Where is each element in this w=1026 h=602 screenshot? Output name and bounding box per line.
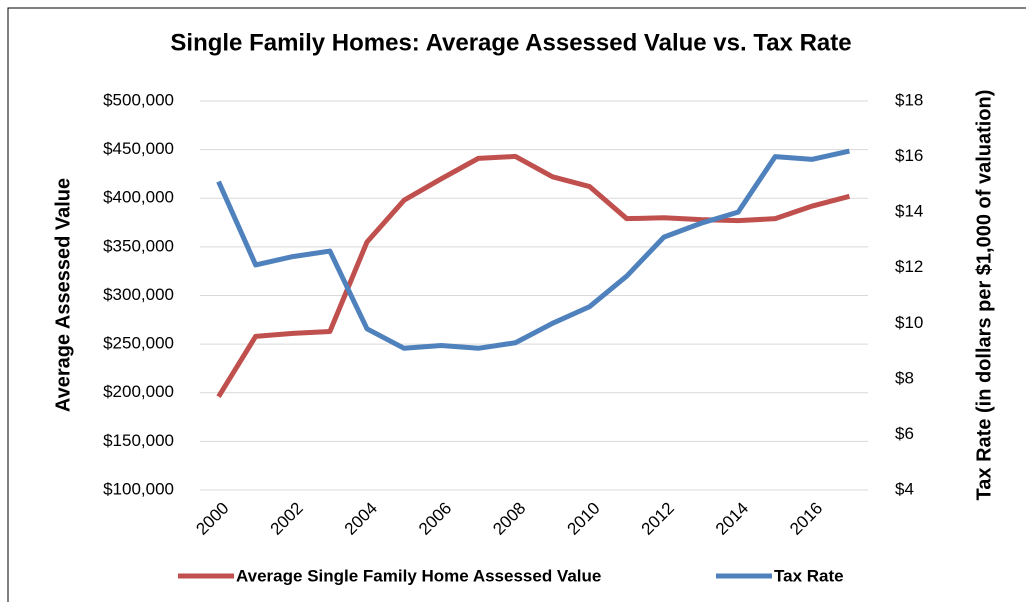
- y-tick-label: $300,000: [103, 285, 174, 304]
- y-tick-label: $500,000: [103, 90, 174, 109]
- y-tick-label: $100,000: [103, 479, 174, 498]
- y2-axis-title: Tax Rate (in dollars per $1,000 of valua…: [973, 90, 995, 501]
- y2-tick-label: $14: [895, 202, 923, 221]
- y-tick-label: $400,000: [103, 188, 174, 207]
- y2-tick-label: $4: [895, 479, 914, 498]
- y-tick-label: $150,000: [103, 431, 174, 450]
- y-tick-label: $450,000: [103, 139, 174, 158]
- y2-tick-label: $12: [895, 257, 923, 276]
- series-line: [216, 148, 850, 351]
- legend-label: Tax Rate: [774, 566, 844, 585]
- y2-tick-label: $16: [895, 146, 923, 165]
- y2-tick-label: $8: [895, 368, 914, 387]
- series-line: [216, 153, 851, 398]
- chart-title: Single Family Homes: Average Assessed Va…: [170, 29, 851, 56]
- y-axis-title: Average Assessed Value: [52, 178, 74, 412]
- y-tick-label: $250,000: [103, 334, 174, 353]
- y-tick-label: $200,000: [103, 382, 174, 401]
- y2-tick-label: $10: [895, 313, 923, 332]
- legend-label: Average Single Family Home Assessed Valu…: [236, 566, 601, 585]
- y2-tick-label: $6: [895, 424, 914, 443]
- chart-border: [7, 7, 1026, 602]
- y2-tick-label: $18: [895, 90, 923, 109]
- y-tick-label: $350,000: [103, 236, 174, 255]
